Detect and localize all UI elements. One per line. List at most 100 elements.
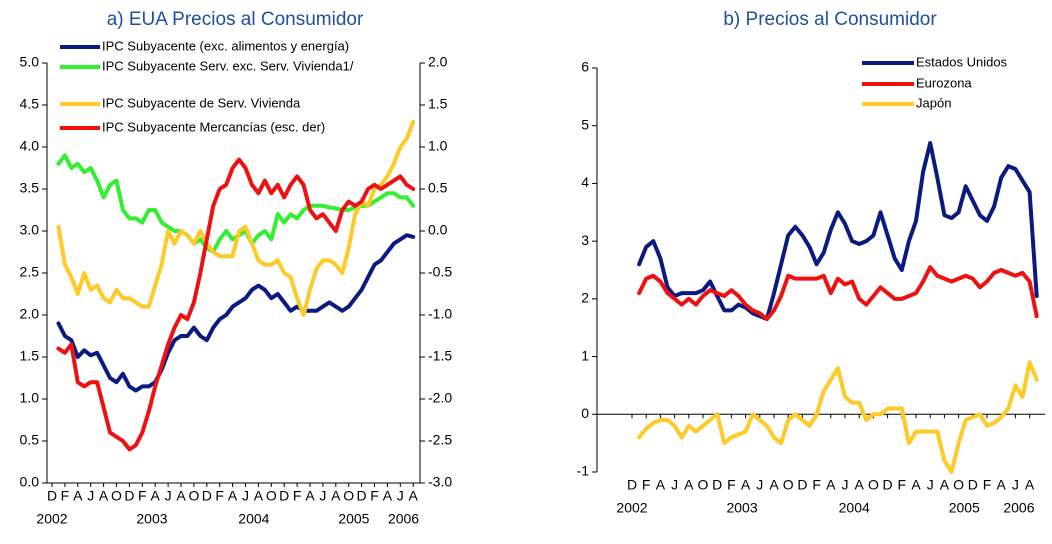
x-tick-label: D [202,488,212,504]
legend-label: IPC Subyacente Mercancías (esc. der) [102,119,325,134]
x-tick-label: F [61,488,70,504]
y-tick-label: 4 [581,174,589,190]
x-tick-label: A [656,477,666,493]
y-tick-label: 1.5 [20,348,40,364]
y-tick-label: 0.5 [20,432,40,448]
x-tick-label: F [293,488,302,504]
y-tick-label: 1 [581,347,589,363]
x-tick-label: A [855,477,865,493]
x-tick-label: J [397,488,404,504]
legend-label: Japón [916,95,951,110]
x-tick-label: A [409,488,419,504]
y2-tick-label: 2.0 [428,54,448,70]
year-label: 2005 [949,500,980,516]
x-tick-label: A [228,488,238,504]
x-tick-label: F [812,477,821,493]
y-tick-label: 2.0 [20,306,40,322]
y2-tick-label: -0.5 [428,264,452,280]
year-label: 2002 [616,500,647,516]
x-tick-label: A [151,488,161,504]
x-tick-label: O [111,488,122,504]
x-tick-label: D [124,488,134,504]
y-tick-label: -1 [577,463,590,479]
x-tick-label: D [47,488,57,504]
year-label: 2005 [338,511,369,527]
x-tick-label: D [279,488,289,504]
y-tick-label: 6 [581,59,589,75]
series-line [637,141,1039,322]
x-tick-label: J [927,477,934,493]
y-tick-label: 5.0 [20,54,40,70]
x-tick-label: A [99,488,109,504]
x-tick-label: J [165,488,172,504]
y-tick-label: 4.0 [20,138,40,154]
chart-title: b) Precios al Consumidor [723,9,937,30]
x-tick-label: A [741,477,751,493]
y-tick-label: 2.5 [20,264,40,280]
year-label: 2006 [1003,500,1034,516]
year-label: 2004 [238,511,269,527]
series-line [56,157,416,452]
series-line [637,360,1039,474]
legend-label: IPC Subyacente (exc. alimentos y energía… [102,38,349,53]
y-tick-label: 0.0 [20,474,40,490]
x-tick-label: A [826,477,836,493]
legend-label: Eurozona [916,75,972,90]
x-tick-label: O [188,488,199,504]
x-tick-label: J [87,488,94,504]
x-tick-label: O [783,477,794,493]
x-tick-label: A [305,488,315,504]
y-tick-label: 3.0 [20,222,40,238]
x-tick-label: O [868,477,879,493]
x-tick-label: O [266,488,277,504]
x-tick-label: F [727,477,736,493]
x-tick-label: F [642,477,651,493]
x-tick-label: O [698,477,709,493]
y-tick-label: 0 [581,405,589,421]
x-tick-label: J [242,488,249,504]
x-tick-label: D [797,477,807,493]
y2-tick-label: -1.0 [428,306,452,322]
series-line [637,265,1039,322]
x-tick-label: D [883,477,893,493]
y-tick-label: 1.0 [20,390,40,406]
x-tick-label: J [842,477,849,493]
x-tick-label: O [953,477,964,493]
x-tick-label: A [254,488,264,504]
x-tick-label: A [383,488,393,504]
x-tick-label: A [1025,477,1035,493]
x-tick-label: D [712,477,722,493]
y2-tick-label: -3.0 [428,474,452,490]
year-label: 2006 [388,511,419,527]
x-tick-label: A [684,477,694,493]
chart-title: a) EUA Precios al Consumidor [107,9,364,30]
year-label: 2003 [136,511,167,527]
y-tick-label: 2 [581,290,589,306]
y-tick-label: 4.5 [20,96,40,112]
y-tick-label: 3 [581,232,589,248]
y2-tick-label: -2.0 [428,390,452,406]
x-tick-label: J [756,477,763,493]
legend-label: IPC Subyacente Serv. exc. Serv. Vivienda… [102,58,354,73]
x-tick-label: F [370,488,379,504]
year-label: 2002 [36,511,67,527]
year-label: 2004 [839,500,870,516]
x-tick-label: D [627,477,637,493]
y-tick-label: 3.5 [20,180,40,196]
x-tick-label: A [769,477,779,493]
x-tick-label: A [911,477,921,493]
legend-label: Estados Unidos [916,54,1008,69]
x-tick-label: O [343,488,354,504]
x-tick-label: J [319,488,326,504]
x-tick-label: F [138,488,147,504]
year-label: 2003 [726,500,757,516]
x-tick-label: F [898,477,907,493]
y2-tick-label: 0.0 [428,222,448,238]
legend-label: IPC Subyacente de Serv. Vivienda [102,95,301,110]
x-tick-label: F [983,477,992,493]
y2-tick-label: 0.5 [428,180,448,196]
x-tick-label: A [176,488,186,504]
x-tick-label: D [968,477,978,493]
